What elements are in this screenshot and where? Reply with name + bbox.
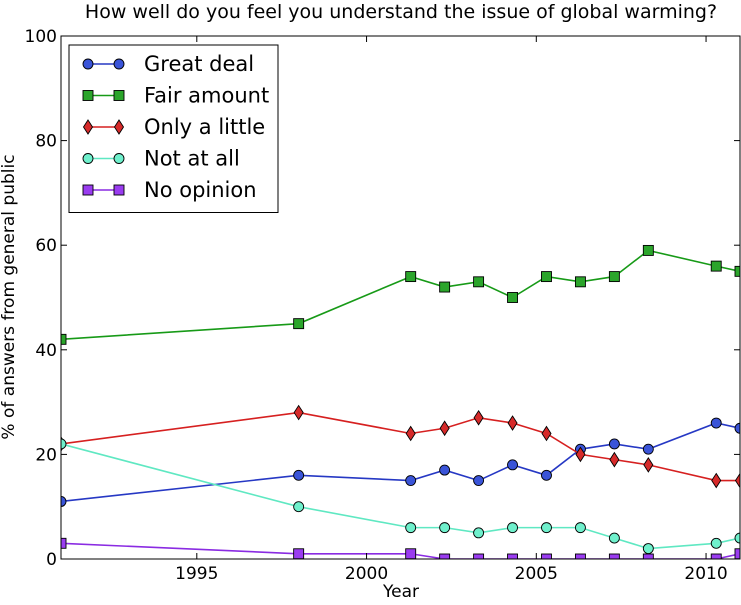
legend-label-only-a-little: Only a little	[144, 115, 265, 139]
series-not-at-all	[56, 439, 741, 554]
data-point-only-a-little	[542, 426, 551, 440]
data-point-fair-amount	[711, 261, 721, 271]
data-point-not-at-all	[575, 523, 585, 533]
data-point-only-a-little	[294, 406, 303, 420]
data-point-only-a-little	[474, 411, 483, 425]
series-fair-amount	[56, 245, 741, 344]
data-point-fair-amount	[575, 277, 585, 287]
x-tick-label: 2005	[515, 564, 558, 584]
x-tick-label: 2010	[684, 564, 727, 584]
x-axis-label: Year	[382, 582, 419, 600]
series-line-great-deal	[61, 423, 740, 501]
data-point-no-opinion	[294, 549, 304, 559]
legend-marker-fair-amount	[114, 91, 124, 101]
data-point-not-at-all	[643, 544, 653, 554]
legend-label-fair-amount: Fair amount	[144, 84, 269, 108]
data-point-not-at-all	[406, 523, 416, 533]
data-point-great-deal	[294, 470, 304, 480]
data-point-great-deal	[711, 418, 721, 428]
series-no-opinion	[56, 538, 741, 564]
data-point-great-deal	[474, 476, 484, 486]
legend-marker-fair-amount	[83, 91, 93, 101]
y-tick-label: 20	[35, 445, 57, 465]
data-point-not-at-all	[474, 528, 484, 538]
y-tick-label: 0	[46, 550, 57, 570]
legend-marker-not-at-all	[114, 154, 124, 164]
series-line-fair-amount	[61, 250, 740, 339]
data-point-only-a-little	[406, 426, 415, 440]
legend-label-great-deal: Great deal	[144, 52, 254, 76]
data-point-not-at-all	[440, 523, 450, 533]
y-tick-label: 40	[35, 341, 57, 361]
legend: Great deal Fair amount Only a little Not at…	[69, 45, 278, 213]
data-point-great-deal	[609, 439, 619, 449]
data-point-fair-amount	[474, 277, 484, 287]
data-point-not-at-all	[508, 523, 518, 533]
data-point-great-deal	[406, 476, 416, 486]
legend-marker-no-opinion	[114, 185, 124, 195]
y-tick-label: 80	[35, 132, 57, 152]
y-tick-label: 60	[35, 236, 57, 256]
data-point-fair-amount	[294, 319, 304, 329]
data-point-no-opinion	[406, 549, 416, 559]
data-point-only-a-little	[508, 416, 517, 430]
legend-marker-no-opinion	[83, 185, 93, 195]
legend-label-not-at-all: Not at all	[144, 147, 240, 171]
data-point-only-a-little	[644, 458, 653, 472]
legend-marker-great-deal	[114, 59, 124, 69]
chart-title: How well do you feel you understand the …	[85, 1, 717, 23]
data-point-only-a-little	[440, 421, 449, 435]
data-point-fair-amount	[643, 245, 653, 255]
data-point-great-deal	[508, 460, 518, 470]
data-point-fair-amount	[406, 272, 416, 282]
y-axis-label: % of answers from general public	[0, 154, 19, 439]
data-point-only-a-little	[610, 453, 619, 467]
legend-label-no-opinion: No opinion	[144, 178, 257, 202]
x-tick-label: 2000	[345, 564, 388, 584]
y-tick-label: 100	[25, 27, 57, 47]
data-point-great-deal	[643, 444, 653, 454]
data-point-fair-amount	[508, 293, 518, 303]
x-tick-label: 1995	[175, 564, 218, 584]
series-only-a-little	[57, 406, 741, 488]
data-point-not-at-all	[609, 533, 619, 543]
data-point-only-a-little	[712, 474, 721, 488]
data-point-fair-amount	[541, 272, 551, 282]
data-point-not-at-all	[541, 523, 551, 533]
data-point-fair-amount	[440, 282, 450, 292]
data-point-not-at-all	[711, 538, 721, 548]
series-line-not-at-all	[61, 444, 740, 549]
data-point-great-deal	[541, 470, 551, 480]
data-point-not-at-all	[294, 502, 304, 512]
data-point-great-deal	[440, 465, 450, 475]
data-point-fair-amount	[609, 272, 619, 282]
legend-marker-great-deal	[83, 59, 93, 69]
legend-marker-not-at-all	[83, 154, 93, 164]
